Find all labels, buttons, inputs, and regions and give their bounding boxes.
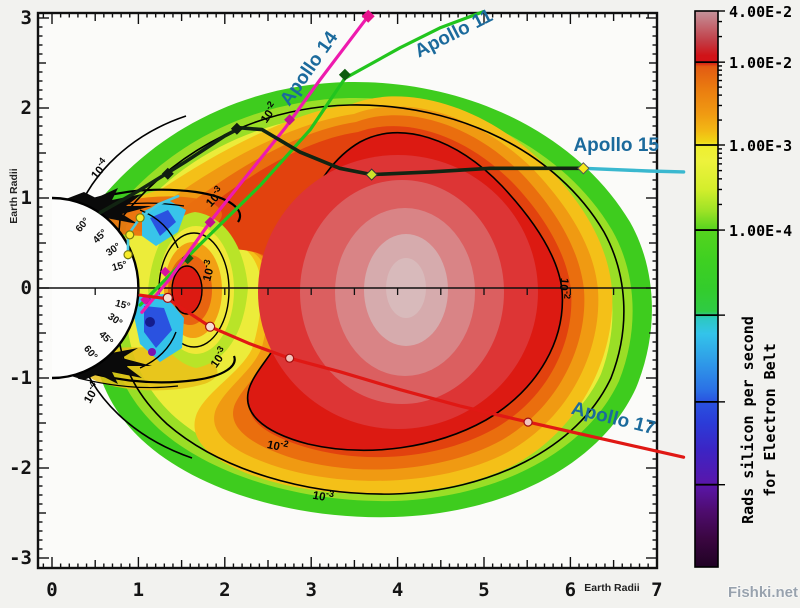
- trajectory-marker: [285, 353, 295, 363]
- trajectory-marker: [230, 122, 243, 135]
- colorbar-gradient-bar: [694, 10, 719, 568]
- axis-ticks: [38, 13, 657, 568]
- colorbar-title: Rads silicon per second for Electron Bel…: [739, 316, 779, 524]
- x-tick-label: 6: [565, 579, 576, 601]
- equator-axis: [38, 287, 657, 295]
- colorbar-tick-label: 1.00E-3: [729, 137, 792, 155]
- trajectory-label-apollo-15: Apollo 15: [573, 135, 659, 156]
- trajectory-path: [138, 293, 686, 459]
- x-tick-label: 5: [478, 579, 489, 601]
- y-tick-label: 2: [21, 97, 32, 119]
- latitude-label: 15°: [114, 298, 131, 313]
- x-axis-tick-labels: 0 1 2 3 4 5 6 7: [46, 579, 662, 601]
- trajectory-marker: [284, 114, 296, 126]
- latitude-label: 15°: [111, 259, 128, 274]
- trajectory-marker: [205, 321, 216, 332]
- trajectory-marker: [523, 417, 533, 427]
- trajectory-path: [98, 126, 586, 215]
- colorbar-title-line2: for Electron Belt: [761, 343, 779, 497]
- y-tick-label: 0: [21, 277, 32, 299]
- trajectory-marker: [361, 9, 375, 23]
- watermark: Fishki.net: [728, 584, 798, 601]
- trajectory-marker: [365, 168, 378, 181]
- x-tick-label: 4: [392, 579, 403, 601]
- trajectory-marker: [161, 167, 174, 180]
- x-tick-label: 2: [219, 579, 230, 601]
- trajectory-marker: [160, 266, 171, 277]
- low-altitude-patches: [134, 200, 186, 362]
- plot-frame: [36, 11, 659, 570]
- x-axis-title: Earth Radii: [584, 582, 640, 594]
- trajectory-apollo-15: Apollo 15: [98, 122, 686, 260]
- contour-field: [58, 81, 652, 518]
- colorbar-title-line1: Rads silicon per second: [739, 316, 757, 524]
- y-axis-title: Earth Radii: [8, 168, 20, 224]
- x-tick-label: 0: [46, 579, 57, 601]
- trajectory-marker: [204, 216, 216, 228]
- trajectory-marker: [135, 213, 145, 223]
- trajectory-path: [138, 10, 485, 307]
- y-tick-label: 3: [21, 7, 32, 29]
- trajectory-marker: [162, 292, 173, 303]
- x-tick-label: 1: [133, 579, 144, 601]
- trajectory-marker: [338, 68, 351, 81]
- colorbar-tick-label: 1.00E-2: [729, 54, 792, 72]
- colorbar-tick-label: 4.00E-2: [729, 3, 792, 21]
- y-tick-label: -3: [9, 547, 32, 569]
- trajectory-path: [581, 166, 686, 174]
- y-tick-label: -2: [9, 457, 32, 479]
- y-tick-label: -1: [9, 367, 32, 389]
- trajectory-marker: [125, 230, 135, 240]
- y-axis-tick-labels: 3 2 1 0 -1 -2 -3: [9, 7, 32, 569]
- colorbar-tick-label: 1.00E-4: [729, 222, 792, 240]
- x-tick-label: 7: [651, 579, 662, 601]
- colorbar: 4.00E-2 1.00E-2 1.00E-3 1.00E-4: [694, 3, 792, 568]
- trajectory-marker: [123, 250, 133, 260]
- trajectory-path: [140, 14, 370, 314]
- x-tick-label: 3: [305, 579, 316, 601]
- y-tick-label: 1: [21, 187, 32, 209]
- trajectory-marker: [577, 162, 590, 175]
